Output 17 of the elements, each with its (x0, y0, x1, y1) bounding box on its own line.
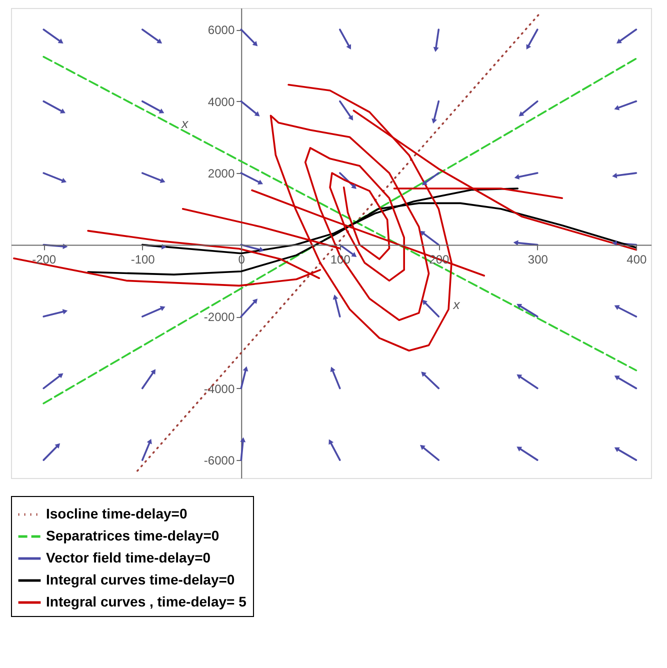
y-tick-label: -4000 (204, 382, 235, 396)
legend-label: Separatrices time-delay=0 (46, 528, 220, 544)
y-tick-label: 2000 (208, 166, 235, 181)
legend-label: Integral curves , time-delay= 5 (46, 594, 247, 610)
annotation: x (452, 297, 460, 312)
y-tick-label: -6000 (204, 454, 235, 468)
legend-label: Vector field time-delay=0 (46, 550, 211, 566)
y-tick-label: 6000 (208, 23, 235, 38)
x-tick-label: -100 (130, 252, 156, 266)
legend-label: Integral curves time-delay=0 (46, 572, 235, 588)
x-tick-label: 400 (626, 252, 648, 266)
x-tick-label: 300 (528, 252, 548, 266)
y-tick-label: 4000 (208, 94, 235, 109)
annotation: x (180, 116, 189, 131)
y-tick-label: -2000 (204, 310, 235, 324)
legend-label: Isocline time-delay=0 (46, 506, 188, 522)
x-tick-label: -200 (32, 252, 56, 266)
